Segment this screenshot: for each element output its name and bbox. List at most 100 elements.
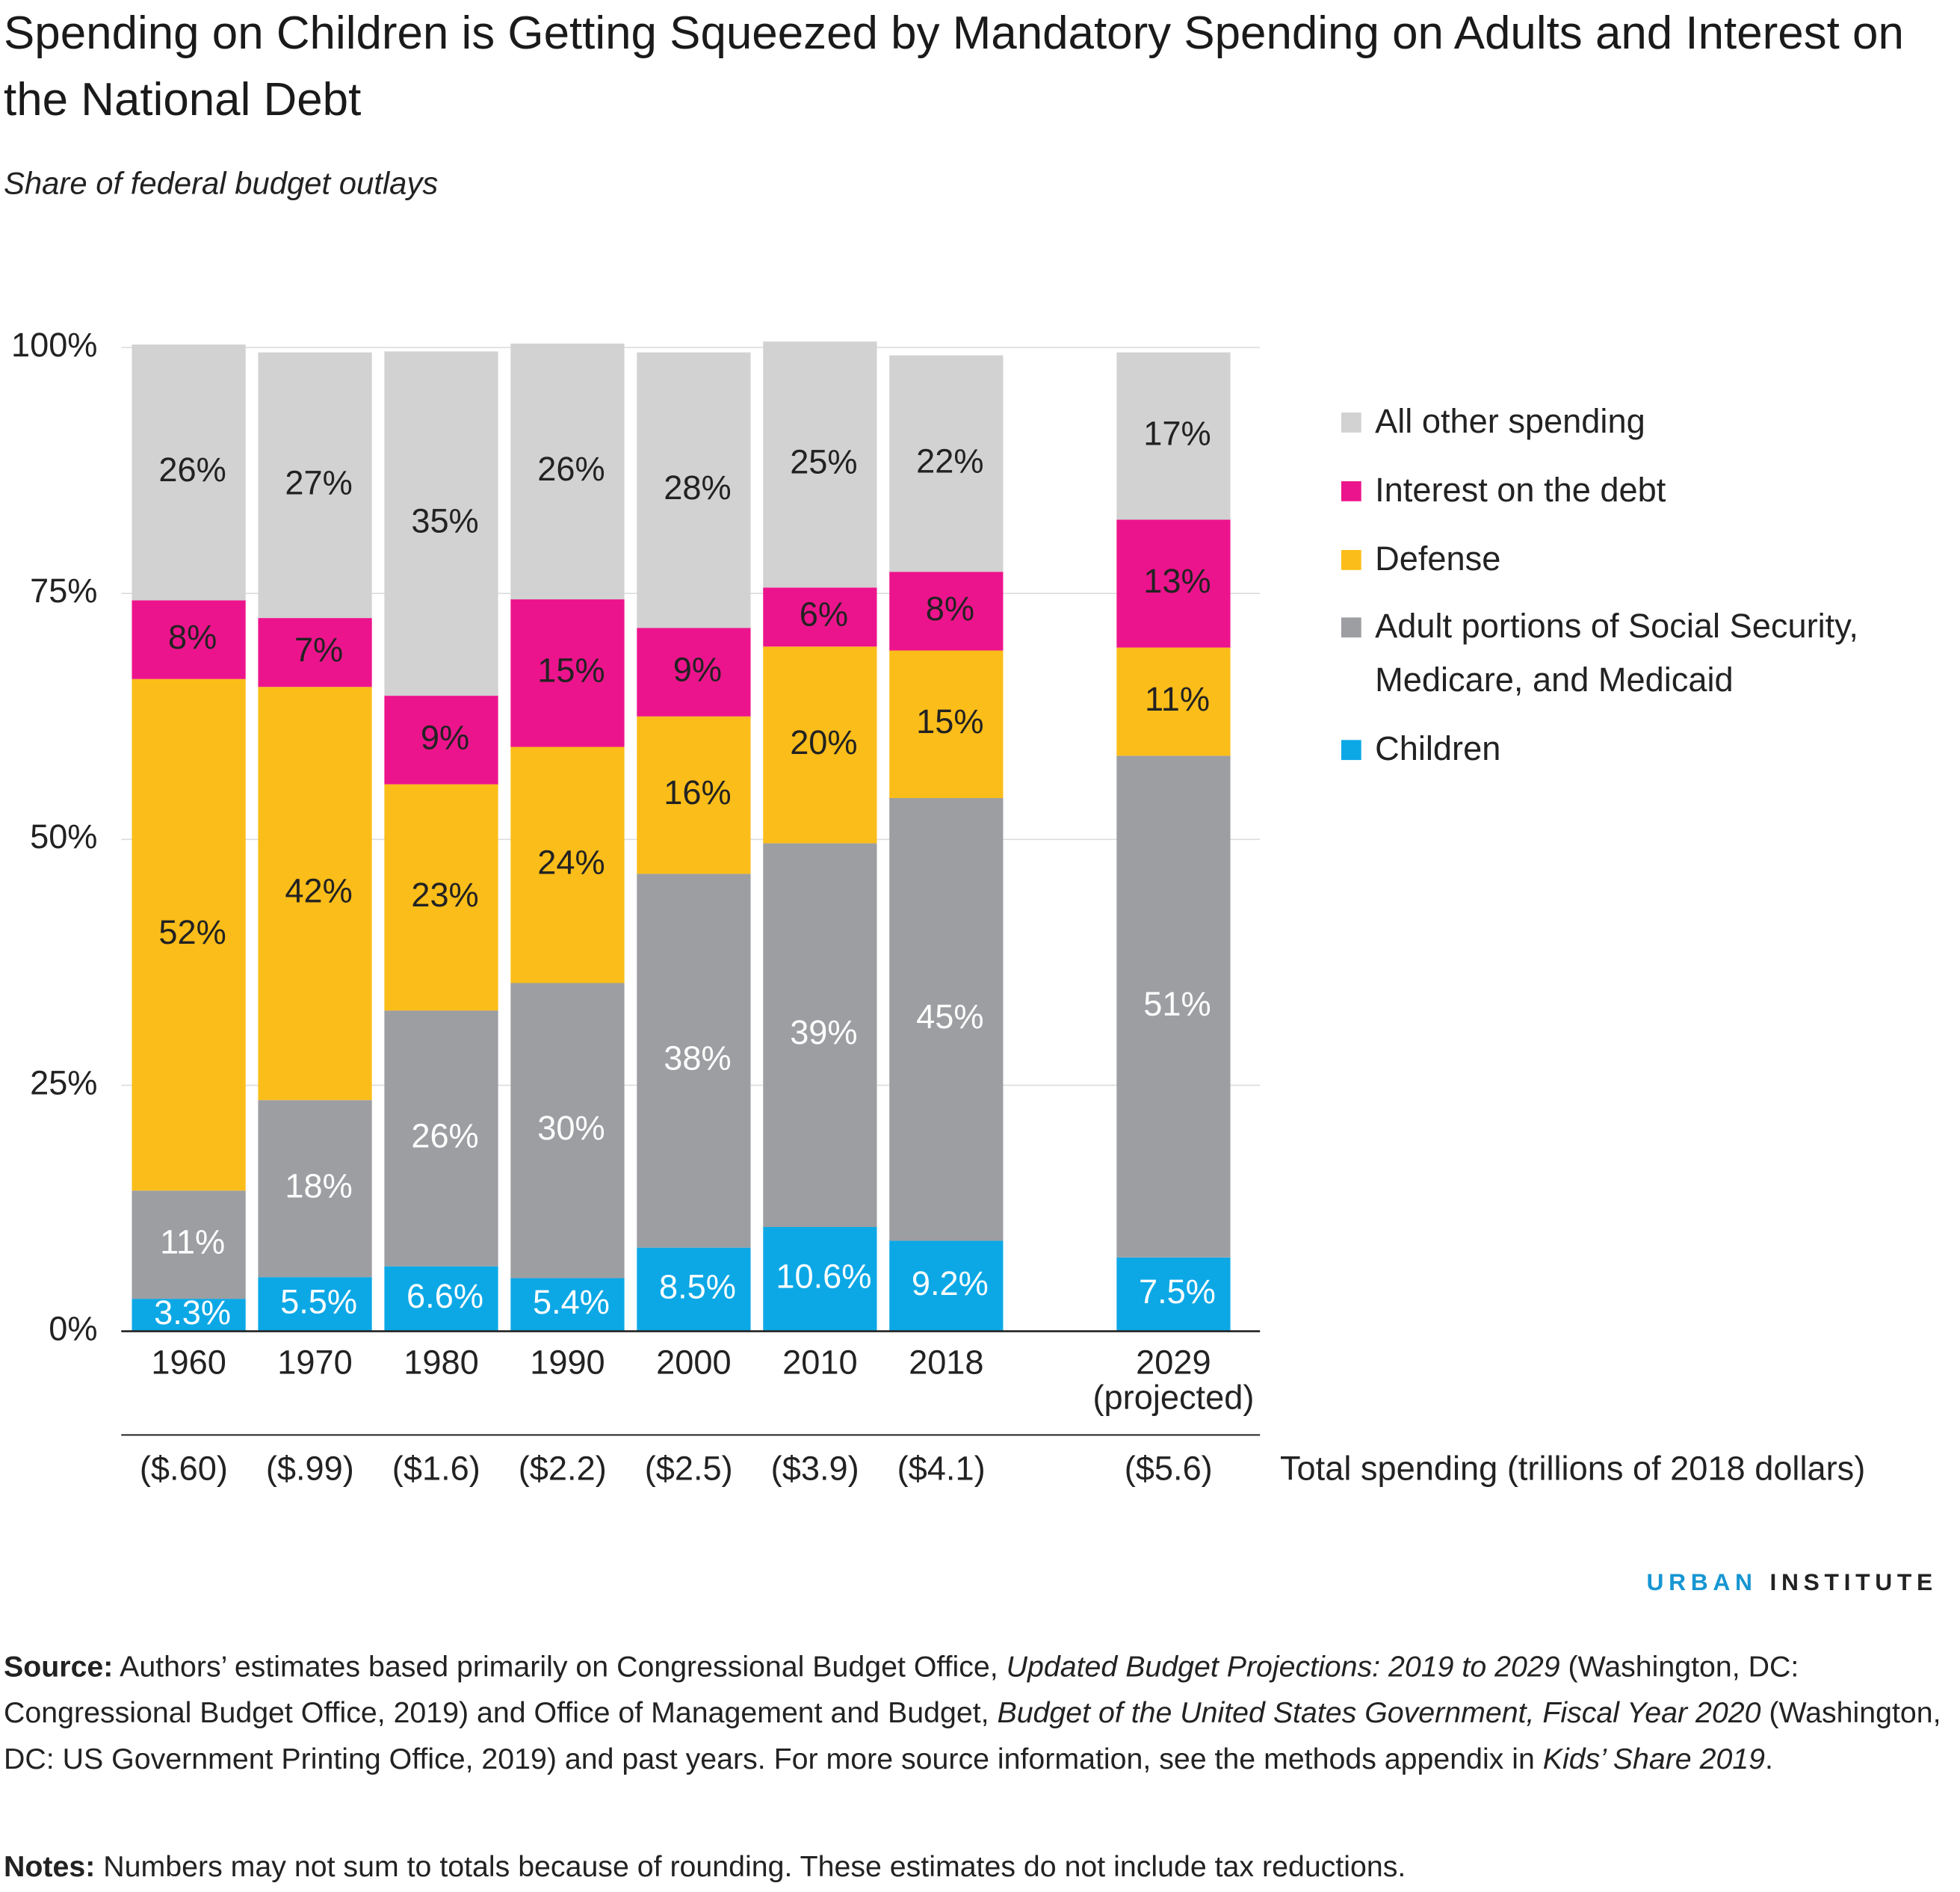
value-label: 23%	[411, 876, 478, 914]
value-label: 9%	[421, 718, 469, 756]
legend-label: All other spending	[1375, 402, 1645, 440]
legend-label: Interest on the debt	[1375, 471, 1666, 509]
value-label: 25%	[790, 443, 857, 481]
bar-segment	[763, 843, 877, 1228]
value-label: 51%	[1143, 985, 1211, 1023]
value-label: 7%	[294, 631, 343, 669]
value-label: 52%	[158, 913, 226, 951]
y-tick-label: 75%	[30, 572, 97, 610]
bar-segment	[132, 1190, 246, 1299]
y-tick-label: 0%	[49, 1309, 97, 1347]
y-tick-label: 100%	[11, 326, 98, 364]
legend-swatch	[1341, 617, 1361, 638]
bar-segment	[763, 646, 877, 844]
bar-segment	[384, 1010, 498, 1267]
value-label: 7.5%	[1139, 1273, 1216, 1311]
bar-segment	[510, 343, 625, 600]
bar-segment	[510, 599, 625, 747]
total-label: ($5.6)	[1124, 1450, 1213, 1488]
x-tick-label: 1990	[530, 1344, 605, 1382]
bar-segment	[384, 784, 498, 1011]
bar-segment	[637, 352, 751, 628]
total-label: ($2.2)	[518, 1450, 607, 1488]
bar-segment	[637, 874, 751, 1248]
bar-segment	[889, 1240, 1004, 1332]
value-label: 39%	[790, 1013, 857, 1051]
bar-segment	[1116, 352, 1231, 520]
value-label: 26%	[158, 451, 226, 489]
legend-swatch	[1341, 740, 1361, 761]
bar-segment	[1116, 647, 1231, 756]
bar-segment	[889, 650, 1004, 799]
bar-segment	[1116, 519, 1231, 648]
value-label: 42%	[285, 872, 352, 910]
bar-segment	[132, 600, 246, 679]
bar-segment	[510, 746, 625, 983]
notes-label: Notes:	[4, 1849, 96, 1883]
brand-word: URBAN	[1646, 1570, 1757, 1597]
source: Source: Authors’ estimates based primari…	[4, 1644, 1954, 1783]
value-label: 5.4%	[533, 1283, 610, 1321]
value-label: 11%	[1145, 680, 1210, 718]
notes-text: Numbers may not sum to totals because of…	[95, 1849, 1406, 1883]
value-label: 45%	[916, 998, 983, 1036]
bar-segment	[258, 618, 372, 687]
bar-segment	[637, 1247, 751, 1332]
value-label: 10.6%	[776, 1258, 871, 1296]
total-label: ($3.9)	[770, 1450, 859, 1488]
legend-swatch	[1341, 481, 1361, 501]
source-text: Updated Budget Projections: 2019 to 2029	[1006, 1650, 1560, 1683]
total-label: ($4.1)	[897, 1450, 986, 1488]
value-label: 8%	[926, 590, 974, 628]
chart-title: Spending on Children is Getting Squeezed…	[4, 7, 1904, 126]
bar-segment	[384, 1266, 498, 1332]
x-tick-label: 1980	[404, 1344, 479, 1382]
value-label: 8.5%	[659, 1268, 736, 1306]
y-tick-label: 25%	[30, 1063, 97, 1101]
source-text: .	[1765, 1742, 1773, 1775]
notes: Notes: Numbers may not sum to totals bec…	[4, 1850, 1954, 1884]
bar-segment	[132, 1299, 246, 1332]
bar-segment	[1116, 1257, 1231, 1332]
bar-segment	[258, 1100, 372, 1278]
legend-label: Defense	[1375, 540, 1501, 578]
source-text: Authors’ estimates based primarily on Co…	[113, 1650, 1007, 1683]
bar-segment	[132, 678, 246, 1191]
legend-swatch	[1341, 412, 1361, 433]
bar-segment	[258, 687, 372, 1101]
value-label: 22%	[916, 442, 983, 480]
value-label: 38%	[664, 1039, 731, 1077]
value-label: 6.6%	[406, 1277, 483, 1315]
value-label: 5.5%	[280, 1282, 357, 1320]
source-text: (Washington, DC: US Government Printing …	[4, 1696, 1941, 1775]
bar-segment	[1116, 755, 1231, 1258]
brand-word: INSTITUTE	[1769, 1570, 1938, 1597]
bar-segment	[763, 1227, 877, 1332]
value-label: 27%	[285, 463, 352, 501]
y-tick-label: 50%	[30, 817, 97, 856]
bar-segment	[384, 351, 498, 696]
bar-segment	[510, 1278, 625, 1332]
bar-segment	[763, 341, 877, 588]
value-label: 9.2%	[912, 1264, 989, 1302]
total-label: ($.99)	[265, 1450, 354, 1488]
x-tick-label: 1970	[277, 1344, 353, 1382]
value-label: 26%	[411, 1116, 478, 1154]
legend-swatch	[1341, 550, 1361, 570]
value-label: 11%	[160, 1223, 225, 1261]
value-label: 6%	[800, 596, 848, 634]
bar-segment	[258, 352, 372, 619]
bar-segment	[889, 798, 1004, 1241]
x-tick-label: 2010	[782, 1344, 858, 1382]
value-label: 15%	[916, 702, 983, 741]
bar-segment	[889, 572, 1004, 651]
legend-label: Children	[1375, 729, 1501, 768]
bar-segment	[132, 344, 246, 601]
value-label: 16%	[664, 773, 731, 811]
value-label: 8%	[168, 618, 217, 656]
bar-segment	[637, 716, 751, 874]
value-label: 30%	[537, 1109, 605, 1147]
legend-label: Adult portions of Social Security, Medic…	[1375, 607, 1859, 699]
